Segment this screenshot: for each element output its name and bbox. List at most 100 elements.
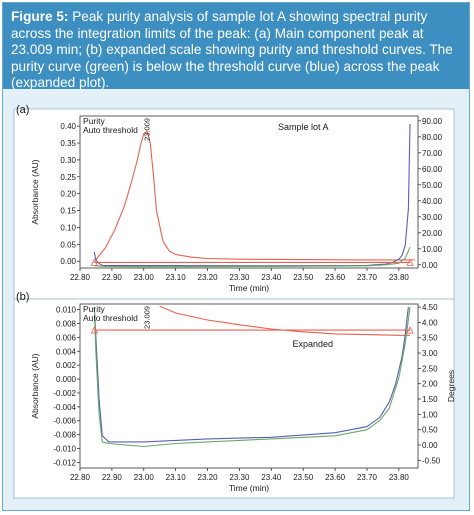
- series-line-purity: [93, 307, 411, 448]
- x-tick-label: 23.30: [229, 273, 250, 282]
- y-tick-label: -0.008: [53, 431, 76, 440]
- x-tick-label: 23.70: [357, 273, 378, 282]
- panel-label: (b): [16, 291, 29, 303]
- panel-background: [13, 298, 455, 499]
- y2-tick-label: 0.00: [422, 261, 438, 270]
- x-tick-label: 22.90: [102, 473, 123, 482]
- y2-tick-label: 2.50: [422, 364, 438, 373]
- y2-tick-label: 60.00: [422, 165, 443, 174]
- y-tick-label: 0.35: [60, 139, 76, 148]
- x-tick-label: 22.80: [70, 273, 91, 282]
- x-tick-label: 23.60: [325, 273, 346, 282]
- legend-auto-threshold: Auto threshold: [83, 313, 138, 323]
- y-tick-label: 0.25: [60, 173, 76, 182]
- integration-limit-marker: [406, 326, 414, 334]
- y2-tick-label: 30.00: [422, 213, 443, 222]
- y2-tick-label: 1.50: [422, 395, 438, 404]
- x-axis-label: Time (min): [229, 283, 269, 293]
- peak-label: 23.009: [143, 306, 152, 329]
- y2-tick-label: 80.00: [422, 133, 443, 142]
- y2-tick-label: 40.00: [422, 197, 443, 206]
- x-tick-label: 23.50: [293, 473, 314, 482]
- y-tick-label: -0.010: [53, 445, 76, 454]
- integration-limit-marker: [90, 258, 98, 266]
- series-line-purity: [94, 246, 411, 268]
- y-tick-label: 0.004: [56, 347, 77, 356]
- x-tick-label: 23.80: [389, 273, 410, 282]
- y2-tick-label: 0.00: [422, 441, 438, 450]
- plot-frame: [79, 115, 419, 269]
- x-tick-label: 22.80: [70, 473, 91, 482]
- series-group: [93, 305, 411, 448]
- y2-tick-label: 4.00: [422, 318, 438, 327]
- y-tick-label: -0.012: [53, 458, 76, 467]
- y2-tick-label: 70.00: [422, 149, 443, 158]
- x-tick-label: 23.80: [389, 473, 410, 482]
- x-tick-label: 22.90: [102, 273, 123, 282]
- series-line-threshold: [93, 123, 411, 267]
- y-tick-label: 0.00: [60, 257, 76, 266]
- y-tick-label: 0.008: [56, 319, 77, 328]
- x-tick-label: 23.10: [166, 473, 187, 482]
- y-tick-label: 0.15: [60, 207, 76, 216]
- x-tick-label: 23.20: [198, 273, 219, 282]
- legend-purity: Purity: [83, 304, 105, 314]
- y-tick-label: 0.40: [60, 122, 76, 131]
- y2-tick-label: 10.00: [422, 245, 443, 254]
- plot-frame: [79, 303, 419, 469]
- y2-tick-label: 4.50: [422, 303, 438, 312]
- series-line-threshold: [93, 307, 409, 443]
- y-tick-label: 0.000: [56, 375, 77, 384]
- y2-axis-label: Degrees: [446, 370, 456, 402]
- figure-caption: Figure 5: Peak purity analysis of sample…: [3, 3, 469, 90]
- y-tick-label: -0.006: [53, 417, 76, 426]
- x-tick-label: 23.00: [134, 273, 155, 282]
- x-tick-label: 23.50: [293, 273, 314, 282]
- chart-annotation: Expanded: [293, 339, 334, 349]
- y2-tick-label: 2.00: [422, 380, 438, 389]
- y2-tick-label: 1.00: [422, 410, 438, 419]
- legend-purity: Purity: [83, 116, 105, 126]
- x-tick-label: 23.60: [325, 473, 346, 482]
- integration-limit-marker: [406, 258, 414, 266]
- y2-tick-label: 3.00: [422, 349, 438, 358]
- y2-tick-label: 3.50: [422, 334, 438, 343]
- y2-tick-label: 0.50: [422, 426, 438, 435]
- y2-tick-label: 20.00: [422, 229, 443, 238]
- y-tick-label: 0.10: [60, 223, 76, 232]
- caption-text: Peak purity analysis of sample lot A sho…: [11, 9, 453, 90]
- chart-panel-b: 0.010 0.008 0.006 0.004 0.002 0.000 -0.002 -0.0…: [13, 298, 456, 499]
- figure-label: Figure 5:: [11, 9, 69, 24]
- y-tick-label: 0.006: [56, 333, 77, 342]
- y2-tick-label: 90.00: [422, 117, 443, 126]
- y-tick-label: 0.05: [60, 240, 76, 249]
- x-tick-label: 23.70: [357, 473, 378, 482]
- y-tick-label: 0.010: [56, 306, 77, 315]
- y-tick-label: -0.002: [53, 389, 76, 398]
- x-tick-label: 23.00: [134, 473, 155, 482]
- chart-panel-a: 0.40 0.35 0.30 0.25 0.20 0.15 0.10 0.05 0.00 90.0…: [13, 108, 455, 300]
- panel-background: [13, 108, 455, 300]
- y-tick-label: -0.004: [53, 403, 76, 412]
- y-tick-label: 0.002: [56, 361, 77, 370]
- x-tick-label: 23.30: [229, 473, 250, 482]
- y-axis-label: Absorbance (AU): [30, 159, 40, 224]
- series-line-absorbance: [95, 130, 415, 261]
- y2-tick-label: -0.50: [422, 456, 441, 465]
- legend-auto-threshold: Auto threshold: [83, 125, 138, 135]
- peak-label: 23.009: [143, 118, 152, 141]
- x-tick-label: 23.20: [198, 473, 219, 482]
- panel-label: (a): [16, 104, 29, 116]
- y2-tick-label: 50.00: [422, 181, 443, 190]
- x-tick-label: 23.10: [166, 273, 187, 282]
- chart-annotation: Sample lot A: [278, 122, 329, 132]
- integration-limit-marker: [90, 326, 98, 334]
- y-axis-label: Absorbance (AU): [30, 353, 40, 418]
- x-tick-label: 23.40: [261, 473, 282, 482]
- x-axis-label: Time (min): [229, 483, 269, 493]
- series-group: [93, 123, 415, 268]
- y-tick-label: 0.20: [60, 190, 76, 199]
- x-tick-label: 23.40: [261, 273, 282, 282]
- y-tick-label: 0.30: [60, 156, 76, 165]
